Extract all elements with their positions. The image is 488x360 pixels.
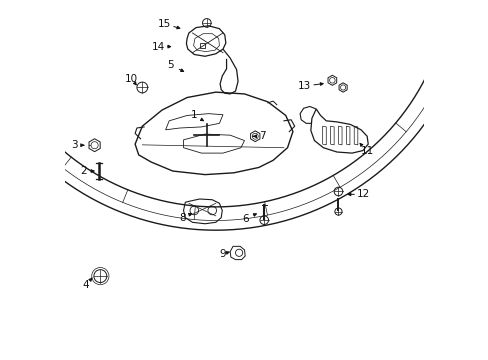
Text: 6: 6 [242, 214, 248, 224]
Text: 11: 11 [360, 146, 373, 156]
Text: 1: 1 [191, 111, 197, 121]
Text: 10: 10 [125, 74, 138, 84]
Text: 2: 2 [81, 166, 87, 176]
Text: 8: 8 [179, 213, 186, 222]
Text: 12: 12 [356, 189, 369, 199]
Text: 7: 7 [259, 131, 265, 141]
Text: 3: 3 [71, 140, 77, 150]
Text: 14: 14 [151, 42, 165, 51]
Text: 4: 4 [82, 280, 89, 290]
Text: 9: 9 [219, 249, 225, 259]
Text: 5: 5 [167, 60, 174, 70]
Text: 13: 13 [298, 81, 311, 91]
Text: 15: 15 [158, 19, 171, 29]
